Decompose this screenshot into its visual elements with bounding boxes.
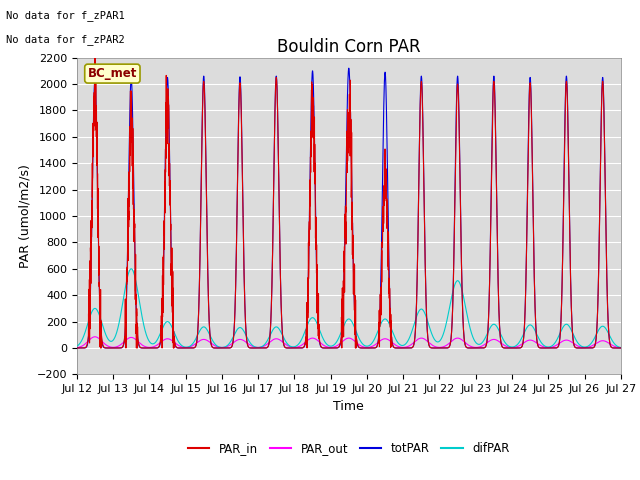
Legend: PAR_in, PAR_out, totPAR, difPAR: PAR_in, PAR_out, totPAR, difPAR: [184, 437, 514, 460]
Title: Bouldin Corn PAR: Bouldin Corn PAR: [277, 38, 420, 56]
Text: BC_met: BC_met: [88, 67, 137, 80]
Text: No data for f_zPAR2: No data for f_zPAR2: [6, 34, 125, 45]
X-axis label: Time: Time: [333, 400, 364, 413]
Text: No data for f_zPAR1: No data for f_zPAR1: [6, 10, 125, 21]
Y-axis label: PAR (umol/m2/s): PAR (umol/m2/s): [18, 164, 31, 268]
